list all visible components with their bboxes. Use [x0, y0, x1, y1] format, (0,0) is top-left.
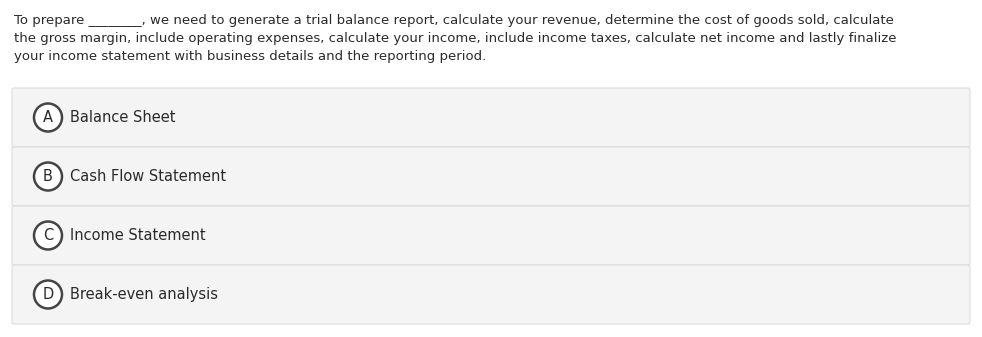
- FancyBboxPatch shape: [12, 265, 970, 324]
- Text: To prepare ________, we need to generate a trial balance report, calculate your : To prepare ________, we need to generate…: [14, 14, 894, 27]
- Text: Income Statement: Income Statement: [70, 228, 205, 243]
- Text: Break-even analysis: Break-even analysis: [70, 287, 218, 302]
- Text: C: C: [43, 228, 53, 243]
- Text: D: D: [42, 287, 54, 302]
- Ellipse shape: [34, 280, 62, 308]
- Text: the gross margin, include operating expenses, calculate your income, include inc: the gross margin, include operating expe…: [14, 32, 897, 45]
- FancyBboxPatch shape: [12, 88, 970, 147]
- Text: A: A: [43, 110, 53, 125]
- Text: Balance Sheet: Balance Sheet: [70, 110, 176, 125]
- Text: B: B: [43, 169, 53, 184]
- FancyBboxPatch shape: [12, 147, 970, 206]
- Ellipse shape: [34, 103, 62, 131]
- FancyBboxPatch shape: [12, 206, 970, 265]
- Ellipse shape: [34, 162, 62, 190]
- Ellipse shape: [34, 221, 62, 249]
- Text: your income statement with business details and the reporting period.: your income statement with business deta…: [14, 50, 486, 63]
- Text: Cash Flow Statement: Cash Flow Statement: [70, 169, 226, 184]
